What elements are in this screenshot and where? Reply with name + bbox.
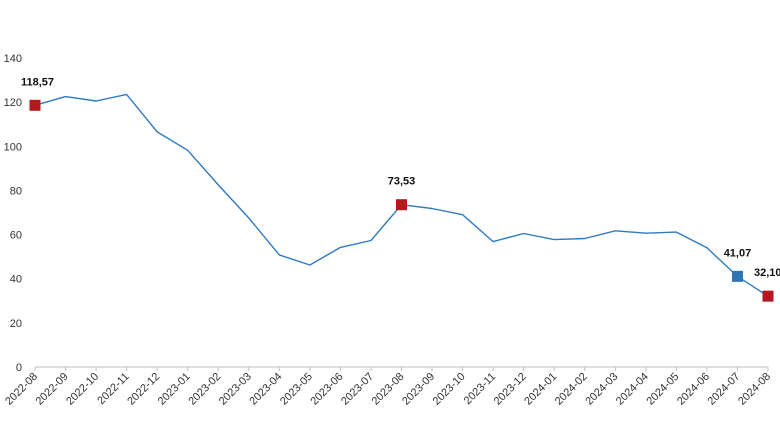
highlight-marker: [29, 99, 41, 111]
data-label: 41,07: [724, 247, 752, 259]
y-tick-label: 20: [10, 318, 22, 330]
y-tick-label: 120: [4, 97, 22, 109]
data-label: 32,10: [754, 267, 780, 279]
data-label: 73,53: [388, 176, 416, 188]
y-axis: 0 20 40 60 80 100 120 140: [4, 53, 22, 374]
highlight-marker: [396, 199, 407, 211]
y-tick-label: 60: [10, 230, 22, 242]
highlight-marker: [762, 290, 774, 302]
y-tick-label: 80: [10, 185, 22, 197]
y-tick-label: 100: [4, 141, 22, 153]
y-tick-label: 40: [10, 274, 22, 286]
highlight-markers: [29, 99, 774, 302]
y-tick-label: 140: [4, 53, 22, 65]
data-label: 118,57: [21, 76, 54, 88]
y-tick-label: 0: [16, 362, 22, 374]
highlight-marker: [731, 270, 743, 282]
